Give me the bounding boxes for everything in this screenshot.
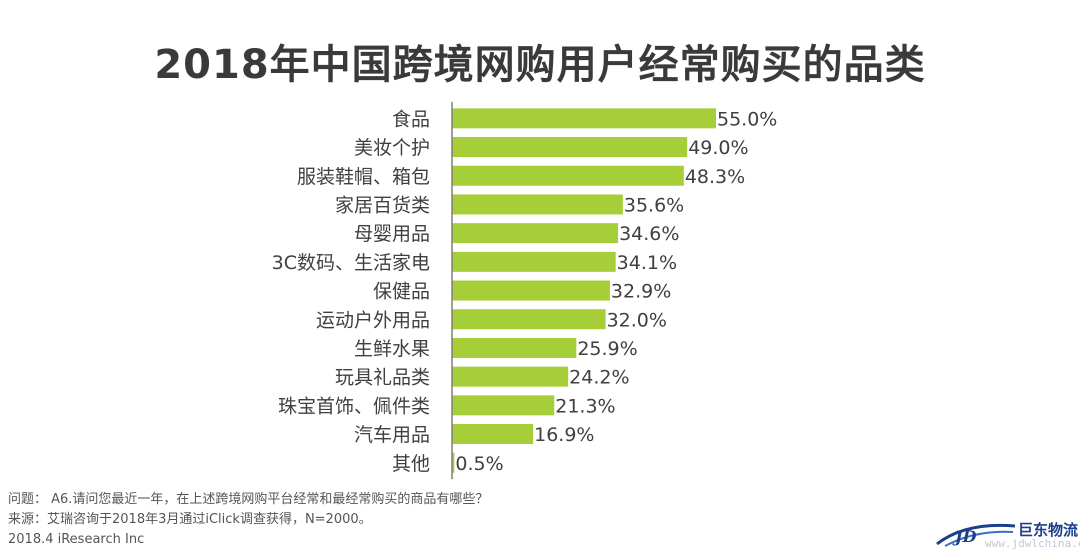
bar-7 [452, 309, 606, 330]
svg-text:JD: JD [952, 527, 977, 546]
category-label-5: 3C数码、生活家电 [272, 252, 430, 274]
category-label-10: 珠宝首饰、佩件类 [278, 395, 430, 417]
bars-group [452, 108, 716, 473]
bar-5 [452, 251, 616, 272]
category-label-8: 生鲜水果 [354, 338, 430, 360]
bar-1 [452, 137, 688, 158]
value-label-0: 55.0% [717, 108, 777, 130]
logo-name: 巨东物流 [1018, 521, 1079, 539]
bar-11 [452, 424, 534, 445]
value-label-4: 34.6% [619, 223, 679, 245]
question-note: 问题： A6.请问您最近一年，在上述跨境网购平台经常和最经常购买的商品有哪些？ [8, 492, 489, 507]
category-label-4: 母婴用品 [354, 223, 430, 245]
footer-note: 2018.4 iResearch Inc [8, 532, 145, 547]
bar-12 [452, 452, 455, 473]
category-label-7: 运动户外用品 [316, 309, 430, 331]
value-label-5: 34.1% [617, 252, 677, 274]
bar-2 [452, 165, 684, 186]
notes-block: 问题： A6.请问您最近一年，在上述跨境网购平台经常和最经常购买的商品有哪些？ … [8, 490, 488, 550]
bar-6 [452, 280, 610, 301]
value-label-6: 32.9% [611, 281, 671, 303]
value-label-1: 49.0% [688, 137, 748, 159]
bar-9 [452, 366, 569, 387]
category-label-12: 其他 [392, 453, 430, 475]
value-label-12: 0.5% [455, 453, 503, 475]
bar-0 [452, 108, 716, 129]
category-label-6: 保健品 [373, 281, 430, 303]
value-label-3: 35.6% [624, 194, 684, 216]
category-label-3: 家居百货类 [335, 194, 430, 216]
bar-4 [452, 223, 619, 244]
bar-3 [452, 194, 623, 215]
value-label-10: 21.3% [555, 395, 615, 417]
chart-title: 2018年中国跨境网购用户经常购买的品类 [154, 42, 926, 88]
source-note: 来源：艾瑞咨询于2018年3月通过iClick调查获得，N=2000。 [8, 512, 372, 527]
category-label-0: 食品 [392, 108, 430, 130]
category-label-1: 美妆个护 [354, 137, 430, 159]
bar-10 [452, 395, 555, 416]
category-label-11: 汽车用品 [354, 424, 430, 446]
value-label-11: 16.9% [534, 424, 594, 446]
value-label-8: 25.9% [577, 338, 637, 360]
value-label-2: 48.3% [685, 166, 745, 188]
category-label-9: 玩具礼品类 [335, 367, 430, 389]
value-labels-group: 55.0% 49.0% 48.3%35.6% 34.6% 34.1% 32.9% 32.0%… [455, 108, 777, 474]
bar-8 [452, 337, 577, 358]
value-label-9: 24.2% [569, 367, 629, 389]
value-label-7: 32.0% [607, 309, 667, 331]
logo-url: www.jdwlchina.cn [985, 537, 1080, 550]
logo-icon: JD [936, 523, 1016, 547]
category-label-2: 服装鞋帽、箱包 [297, 166, 430, 188]
